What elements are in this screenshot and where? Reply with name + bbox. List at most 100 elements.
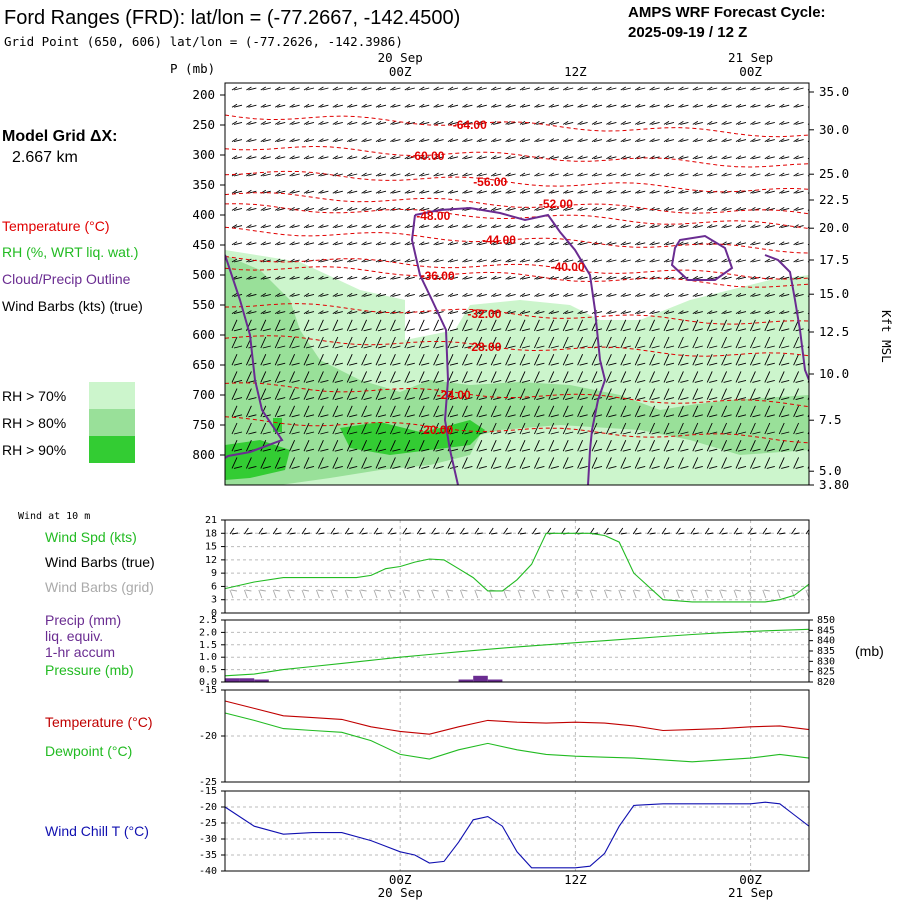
wind-barb-55 (433, 103, 444, 108)
surface-grid-barb-11 (387, 589, 396, 599)
wind-barb-574 (231, 319, 243, 332)
wind-barb-486 (735, 275, 747, 280)
wind-barb-140 (476, 138, 487, 143)
wind-barb-932 (663, 457, 675, 469)
wind-barb-723 (605, 371, 617, 383)
wind-barb-332 (289, 224, 300, 229)
wind-barb-148 (591, 138, 603, 143)
wind-barb-937 (735, 457, 747, 469)
wind-barb-796 (476, 405, 487, 418)
wind-barb-239 (721, 172, 732, 177)
wind-barb-506 (433, 293, 444, 297)
wind-barb-688 (692, 354, 703, 366)
wind-barb-939 (764, 457, 775, 469)
windchill-tick-label-0: -40 (199, 866, 217, 877)
wind-barb-522 (663, 293, 675, 297)
wind-barb-878 (476, 440, 487, 452)
temperature-contour-label-1: -60.00 (410, 149, 444, 163)
temperature-contour-label-3: -52.00 (539, 197, 573, 211)
wind-barb-826 (317, 422, 329, 435)
wind-barb-91 (361, 121, 372, 125)
wind-barb-61 (519, 103, 531, 108)
wind-barb-221 (462, 172, 473, 177)
wind-barb-894 (706, 440, 718, 452)
surface-true-barb-0 (229, 527, 239, 535)
wind-barb-938 (749, 457, 761, 469)
wind-barb-671 (447, 354, 459, 366)
wind-barb-674 (490, 354, 502, 366)
wind-barb-880 (505, 440, 516, 452)
surface-true-barb-4 (287, 527, 296, 535)
wind-barb-425 (447, 258, 459, 263)
pressure-tick-label-12: 800 (192, 447, 215, 462)
wind-barb-282 (750, 189, 761, 194)
wind-barb-1 (246, 86, 257, 91)
wind-barb-700 (274, 371, 286, 383)
wind-barb-131 (346, 138, 358, 143)
surface-grid-barb-38 (776, 589, 785, 599)
wind-barb-252 (318, 189, 329, 194)
surface-grid-barb-32 (690, 589, 698, 599)
wind-barb-186 (548, 155, 559, 160)
wind-barb-438 (634, 258, 646, 263)
legend-rh80-swatch (89, 409, 135, 436)
surface-grid-barb-21 (531, 589, 540, 599)
wind-barb-347 (505, 224, 516, 229)
wind-barb-746 (346, 388, 358, 401)
wind-barb-877 (461, 440, 473, 452)
wind-barb-318 (678, 207, 689, 211)
wind-barb-169 (303, 155, 315, 160)
wind-barb-772 (721, 388, 732, 401)
wind-barb-881 (519, 440, 531, 452)
wind-barb-3 (274, 86, 286, 91)
wind-barb-594 (519, 319, 531, 332)
wind-barb-171 (332, 155, 343, 160)
wind-barb-885 (577, 440, 588, 452)
wind-barb-771 (706, 388, 718, 401)
dewpoint-series-label: Dewpoint (°C) (45, 743, 132, 759)
wind-barb-615 (231, 336, 243, 349)
height-tick-label-9: 7.5 (819, 412, 842, 427)
wind-barb-362 (721, 224, 732, 229)
wind-barb-373 (289, 241, 300, 246)
wind-barb-940 (778, 457, 790, 469)
wind-barb-738 (231, 388, 243, 401)
wind-tick-label-0: 0 (211, 608, 217, 619)
wind-barb-460 (361, 275, 372, 280)
wind-barb-4 (289, 86, 300, 91)
wind-barb-108 (606, 121, 617, 125)
wind-barb-150 (620, 138, 631, 143)
wind-barb-515 (562, 293, 574, 297)
wind-barb-694 (778, 354, 790, 366)
wind-barb-913 (389, 457, 401, 469)
wind-barb-422 (404, 258, 415, 263)
wind-barb-345 (476, 224, 487, 229)
wind-barb-656 (231, 354, 243, 366)
wind-barb-206 (246, 172, 257, 177)
wind-barb-213 (346, 172, 358, 177)
wind-barb-570 (764, 310, 775, 315)
wind-barb-760 (548, 388, 559, 401)
wind-barb-365 (764, 224, 775, 229)
wind-barb-562 (649, 310, 660, 315)
surface-true-barb-2 (258, 527, 267, 535)
wind-barb-456 (303, 275, 315, 280)
surface-true-barb-36 (748, 527, 757, 535)
wind-barb-518 (606, 293, 617, 297)
wind-barb-660 (289, 354, 300, 366)
precip-tick-label-5: 2.5 (199, 615, 217, 626)
surface-grid-barb-23 (560, 589, 569, 599)
surface-grid-barb-20 (517, 589, 526, 599)
wind-barb-220 (447, 172, 459, 177)
wind-barb-132 (361, 138, 372, 143)
wind-barb-709 (404, 371, 415, 383)
wind-barb-182 (490, 155, 502, 160)
surface-grid-barb-7 (330, 589, 338, 599)
wind-barb-636 (533, 336, 545, 349)
wind-barb-137 (433, 138, 444, 143)
wind-barb-853 (706, 422, 718, 435)
wind-barb-175 (390, 155, 401, 160)
wind-barb-257 (390, 189, 401, 194)
wind-barb-322 (735, 207, 747, 211)
wind-barb-180 (462, 155, 473, 160)
